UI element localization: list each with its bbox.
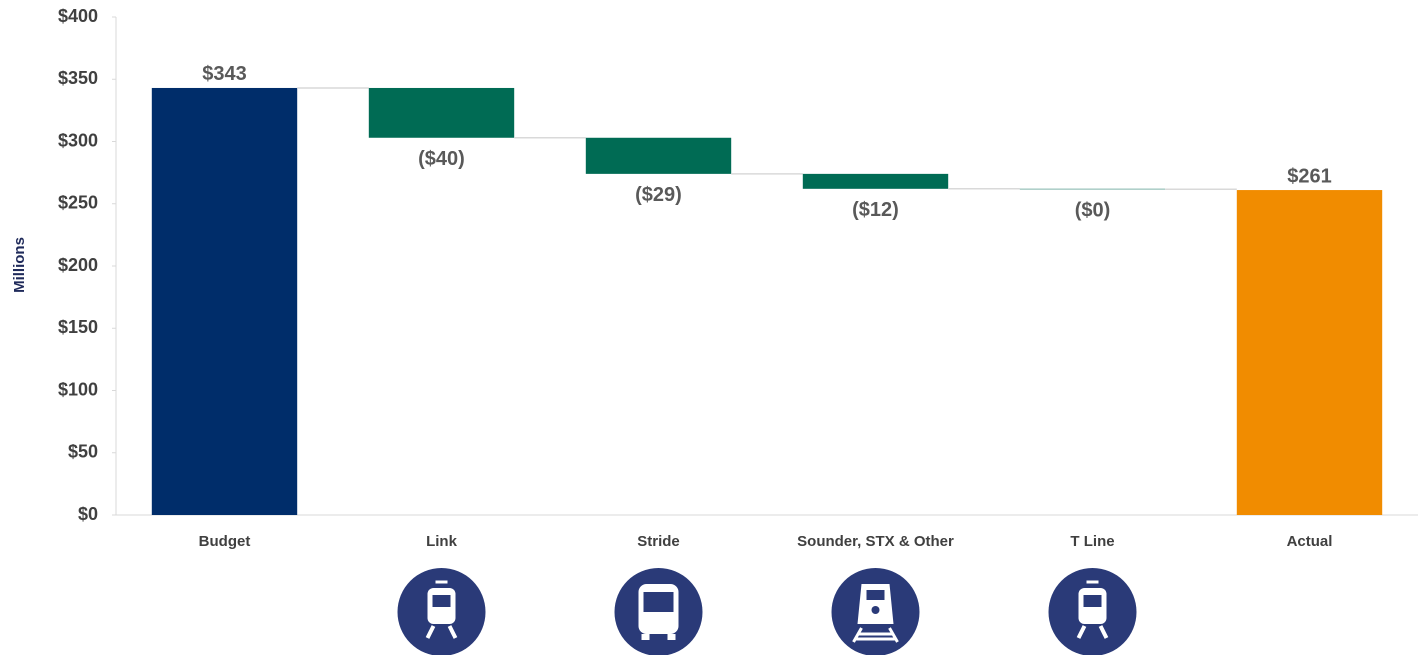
x-tick-label: Stride [637,533,680,550]
x-tick-label: Sounder, STX & Other [797,533,954,550]
bar [1019,188,1166,190]
y-tick-label: $150 [58,317,98,337]
y-tick-label: $250 [58,193,98,213]
y-tick-label: $50 [68,442,98,462]
icons [397,568,1137,655]
y-tick-label: $300 [58,130,98,150]
bus-icon [614,568,703,655]
y-tick-label: $0 [78,504,98,524]
value-label: $343 [202,63,247,85]
y-tick-label: $400 [58,6,98,26]
x-tick-label: Budget [199,533,251,550]
bar [585,137,732,174]
y-tick-label: $200 [58,255,98,275]
y-tick-label: $350 [58,68,98,88]
train-icon [831,568,920,655]
value-label: ($40) [418,148,465,170]
value-label: $261 [1287,165,1332,187]
value-label: ($29) [635,184,682,206]
bar [368,87,515,138]
bar [1236,190,1383,515]
y-axis-label: Millions [11,237,28,293]
x-tick-label: Actual [1287,533,1333,550]
value-label: ($0) [1075,200,1111,222]
tram-icon [397,568,486,655]
bar [151,87,298,515]
y-tick-label: $100 [58,379,98,399]
x-tick-label: Link [426,533,457,550]
bar [802,173,949,189]
x-tick-label: T Line [1070,533,1114,550]
tram-icon [1048,568,1137,655]
value-label: ($12) [852,199,899,221]
